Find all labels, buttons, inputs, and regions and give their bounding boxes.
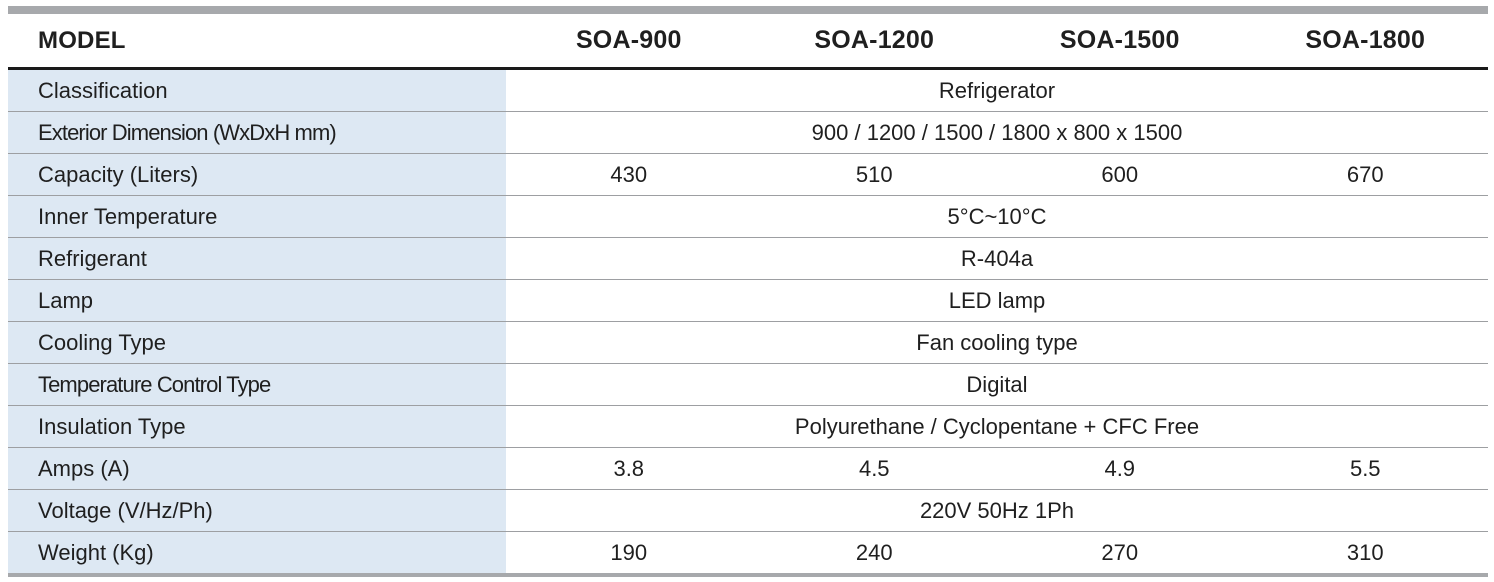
table-row: Capacity (Liters) 430 510 600 670 <box>8 153 1488 196</box>
row-label: Voltage (V/Hz/Ph) <box>8 489 506 532</box>
spec-table: MODEL SOA-900 SOA-1200 SOA-1500 SOA-1800… <box>8 14 1488 573</box>
cell-value: 600 <box>997 153 1243 196</box>
cell-value: 190 <box>610 539 648 565</box>
row-label: Amps (A) <box>8 447 506 490</box>
cell-value: 5.5 <box>1242 447 1488 490</box>
table-row: Lamp LED lamp <box>8 279 1488 322</box>
table-row: Cooling Type Fan cooling type <box>8 321 1488 364</box>
row-label: Lamp <box>8 279 506 322</box>
table-row: Insulation Type Polyurethane / Cyclopent… <box>8 405 1488 448</box>
row-label: Capacity (Liters) <box>8 153 506 196</box>
row-label: Refrigerant <box>8 237 506 280</box>
row-label: Exterior Dimension (WxDxH mm) <box>8 111 506 154</box>
row-value: 220V 50Hz 1Ph <box>506 489 1488 532</box>
top-rule <box>8 6 1488 14</box>
row-value: 900 / 1200 / 1500 / 1800 x 800 x 1500 <box>506 111 1488 154</box>
model-header-soa-1800: SOA-1800 <box>1242 14 1488 70</box>
row-value: Digital <box>506 363 1488 406</box>
table-row: Voltage (V/Hz/Ph) 220V 50Hz 1Ph <box>8 489 1488 532</box>
row-value: LED lamp <box>506 279 1488 322</box>
cell-value: 240 <box>855 539 893 565</box>
cell-value: 670 <box>1242 153 1488 196</box>
row-label: Weight (Kg) <box>8 531 506 573</box>
model-header-soa-1200: SOA-1200 <box>751 14 997 70</box>
table-row: Refrigerant R-404a <box>8 237 1488 280</box>
bottom-rule <box>8 573 1488 577</box>
cell-value: 4.5 <box>751 447 997 490</box>
table-row: Classification Refrigerator <box>8 68 1488 112</box>
row-value: 5°C~10°C <box>506 195 1488 238</box>
table-row: Amps (A) 3.8 4.5 4.9 5.5 <box>8 447 1488 490</box>
row-label: Insulation Type <box>8 405 506 448</box>
row-label: Inner Temperature <box>8 195 506 238</box>
model-header-label: MODEL <box>8 14 506 70</box>
row-value: Fan cooling type <box>506 321 1488 364</box>
table-row: Exterior Dimension (WxDxH mm) 900 / 1200… <box>8 111 1488 154</box>
table-row: Weight (Kg) 190 240 270 310 <box>8 531 1488 573</box>
row-label: Classification <box>8 68 506 112</box>
cell-value: 430 <box>506 153 752 196</box>
row-label: Temperature Control Type <box>8 363 506 406</box>
row-value: Refrigerator <box>506 68 1488 112</box>
row-value: Polyurethane / Cyclopentane + CFC Free <box>506 405 1488 448</box>
header-row: MODEL SOA-900 SOA-1200 SOA-1500 SOA-1800 <box>8 14 1488 70</box>
model-header-soa-900: SOA-900 <box>506 14 752 70</box>
model-header-soa-1500: SOA-1500 <box>997 14 1243 70</box>
table-row: Temperature Control Type Digital <box>8 363 1488 406</box>
cell-value: 270 <box>1101 539 1139 565</box>
cell-value: 3.8 <box>506 447 752 490</box>
cell-value: 510 <box>751 153 997 196</box>
cell-value: 4.9 <box>997 447 1243 490</box>
row-value: R-404a <box>506 237 1488 280</box>
cell-value: 310 <box>1346 539 1384 565</box>
row-label: Cooling Type <box>8 321 506 364</box>
table-row: Inner Temperature 5°C~10°C <box>8 195 1488 238</box>
